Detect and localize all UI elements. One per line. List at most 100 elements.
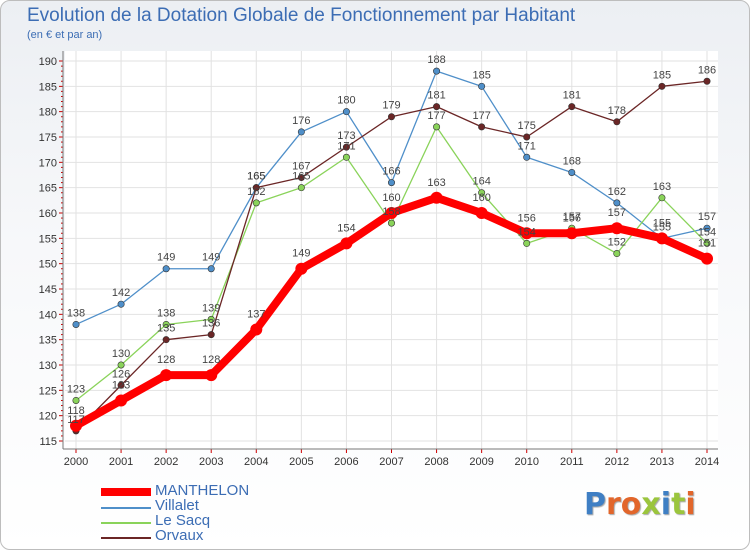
logo-letter: t (671, 487, 686, 522)
data-point (72, 320, 80, 328)
data-point (252, 199, 260, 207)
data-label: 128 (157, 354, 175, 366)
data-point (703, 77, 711, 85)
data-label: 149 (292, 248, 310, 260)
x-tick-label: 2008 (424, 456, 448, 468)
data-point (162, 265, 170, 273)
data-point (658, 82, 666, 90)
x-tick-label: 2013 (650, 456, 674, 468)
y-tick-label: 135 (39, 335, 57, 347)
data-label: 118 (67, 405, 85, 417)
data-point (475, 207, 488, 219)
data-point (117, 381, 125, 389)
data-label: 142 (112, 287, 130, 299)
data-point (297, 128, 305, 136)
y-tick-label: 150 (39, 259, 57, 271)
data-label: 123 (112, 379, 130, 391)
logo-letter: i (660, 487, 672, 522)
data-label: 154 (337, 222, 355, 234)
chart-title: Evolution de la Dotation Globale de Fonc… (27, 5, 576, 26)
data-label: 185 (472, 69, 490, 81)
data-label: 162 (608, 186, 626, 198)
y-tick-label: 170 (39, 157, 57, 169)
data-point (207, 315, 215, 323)
data-point (568, 103, 576, 111)
data-label: 175 (518, 120, 536, 132)
data-point (115, 394, 128, 407)
data-point (385, 207, 398, 219)
x-tick-label: 2000 (64, 456, 88, 468)
legend-swatch (101, 522, 151, 524)
data-point (207, 331, 215, 339)
legend-label: Villalet (155, 497, 199, 514)
data-point (117, 361, 125, 369)
data-label: 177 (427, 110, 445, 122)
data-point (252, 184, 260, 192)
x-tick-label: 2012 (605, 456, 629, 468)
data-label: 123 (67, 383, 85, 395)
data-label: 158 (382, 206, 400, 218)
data-label: 165 (247, 171, 265, 183)
data-label: 181 (563, 90, 581, 102)
data-point (297, 184, 305, 192)
y-tick-label: 155 (39, 233, 57, 245)
legend-swatch (101, 488, 151, 496)
y-tick-label: 130 (39, 360, 57, 372)
data-point (478, 123, 486, 131)
data-label: 137 (247, 309, 265, 321)
data-label: 138 (67, 307, 85, 319)
chart-subtitle: (en € et par an) (27, 29, 103, 41)
data-point (340, 237, 353, 250)
data-labels: 138 142 149 149 165 176 180 166 188 185 171 168 162 1… (67, 54, 716, 426)
data-point (387, 219, 395, 227)
data-label: 117 (67, 414, 85, 426)
data-point (342, 108, 350, 116)
data-label: 162 (247, 186, 265, 198)
data-label: 126 (112, 368, 130, 380)
data-label: 152 (608, 237, 626, 249)
data-point (250, 323, 263, 336)
data-label: 179 (382, 100, 400, 112)
data-label: 165 (292, 171, 310, 183)
data-label: 154 (698, 226, 716, 238)
axes: 1151201251301351401451501551601651701751… (39, 51, 719, 468)
y-tick-label: 160 (39, 208, 57, 220)
x-tick-label: 2005 (289, 456, 313, 468)
data-point (703, 239, 711, 247)
y-tick-label: 120 (39, 411, 57, 423)
data-label: 173 (337, 130, 355, 142)
data-point (433, 103, 441, 111)
data-label: 188 (427, 54, 445, 66)
logo-letter: i (685, 487, 696, 522)
data-point (430, 191, 443, 204)
legend-label: Le Sacq (155, 512, 211, 529)
data-point (342, 143, 350, 151)
data-point (205, 369, 218, 382)
data-label: 163 (653, 181, 671, 193)
data-label: 166 (382, 166, 400, 178)
data-point (520, 227, 533, 240)
data-point (70, 419, 82, 432)
data-label: 180 (337, 95, 355, 107)
data-point (433, 67, 441, 75)
data-label: 136 (202, 318, 220, 330)
data-label: 156 (518, 212, 536, 224)
data-point (478, 82, 486, 90)
data-label: 139 (202, 302, 220, 314)
data-point (117, 300, 125, 308)
y-tick-label: 165 (39, 183, 57, 195)
data-point (162, 336, 170, 344)
data-label: 178 (608, 105, 626, 117)
data-label: 164 (472, 176, 490, 188)
data-label: 185 (653, 69, 671, 81)
data-label: 171 (518, 140, 536, 152)
data-label: 160 (472, 192, 490, 204)
x-tick-label: 2001 (109, 456, 133, 468)
data-label: 157 (563, 211, 581, 223)
data-point (433, 123, 441, 131)
data-label: 181 (427, 90, 445, 102)
data-label: 186 (698, 64, 716, 76)
data-label: 171 (337, 140, 355, 152)
